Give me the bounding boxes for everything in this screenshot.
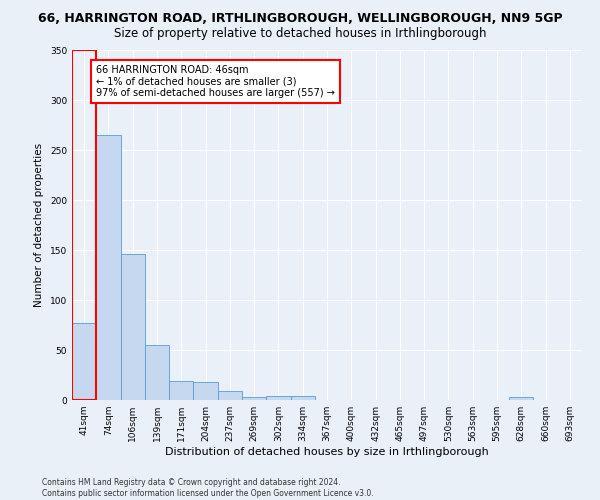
Bar bbox=[218, 391, 242, 400]
Text: Contains HM Land Registry data © Crown copyright and database right 2024.
Contai: Contains HM Land Registry data © Crown c… bbox=[42, 478, 374, 498]
Bar bbox=[72, 50, 96, 400]
Bar bbox=[169, 381, 193, 400]
Bar bbox=[96, 135, 121, 400]
Bar bbox=[509, 397, 533, 400]
Y-axis label: Number of detached properties: Number of detached properties bbox=[34, 143, 44, 307]
Bar bbox=[121, 254, 145, 400]
Bar bbox=[193, 382, 218, 400]
Bar bbox=[266, 396, 290, 400]
Text: 66 HARRINGTON ROAD: 46sqm
← 1% of detached houses are smaller (3)
97% of semi-de: 66 HARRINGTON ROAD: 46sqm ← 1% of detach… bbox=[96, 65, 335, 98]
Bar bbox=[72, 323, 96, 400]
Text: Size of property relative to detached houses in Irthlingborough: Size of property relative to detached ho… bbox=[114, 28, 486, 40]
Bar bbox=[242, 397, 266, 400]
Bar bbox=[145, 345, 169, 400]
Bar bbox=[290, 396, 315, 400]
X-axis label: Distribution of detached houses by size in Irthlingborough: Distribution of detached houses by size … bbox=[165, 447, 489, 457]
Text: 66, HARRINGTON ROAD, IRTHLINGBOROUGH, WELLINGBOROUGH, NN9 5GP: 66, HARRINGTON ROAD, IRTHLINGBOROUGH, WE… bbox=[38, 12, 562, 26]
